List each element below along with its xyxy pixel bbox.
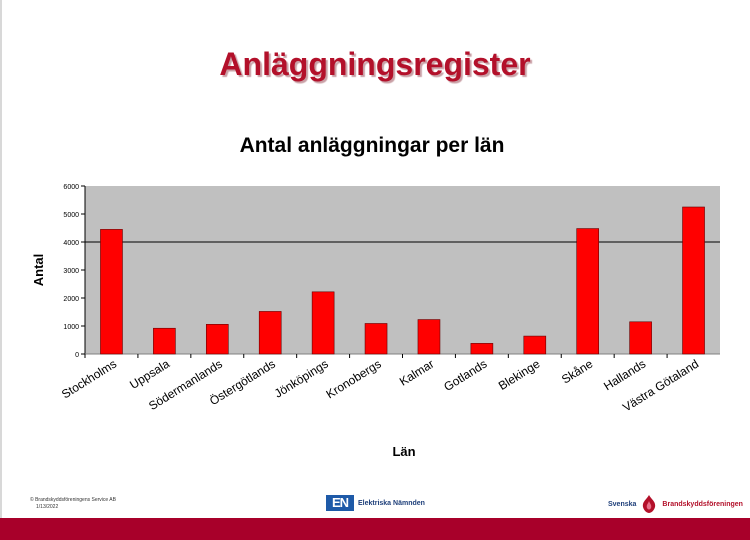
- y-tick-label: 4000: [63, 240, 79, 247]
- bar: [205, 324, 229, 355]
- flame-icon: [643, 495, 656, 513]
- x-axis-label: Län: [392, 444, 415, 459]
- bar: [682, 206, 705, 355]
- plot-area: [85, 186, 720, 354]
- bar: [470, 343, 494, 355]
- brandskyddsforeningen-logo: Svenska Brandskyddsföreningen: [608, 494, 743, 514]
- y-tick-label: 5000: [63, 212, 79, 219]
- bar: [258, 311, 282, 355]
- en-logo-icon: EN: [326, 495, 354, 511]
- footer-date: 1/13/2022: [36, 504, 59, 510]
- y-tick-label: 0: [75, 352, 79, 359]
- bar: [153, 327, 176, 355]
- copyright-text: © Brandskyddsföreningens Service AB: [30, 497, 116, 503]
- bar: [100, 229, 123, 355]
- chart-title: Antal anläggningar per län: [240, 134, 505, 157]
- bar: [364, 323, 388, 355]
- elektriska-namnden-logo: EN Elektriska Nämnden: [326, 495, 425, 511]
- y-tick-label: 6000: [63, 184, 79, 191]
- sbf-logo-text-right: Brandskyddsföreningen: [662, 500, 743, 508]
- bar: [576, 228, 600, 355]
- slide-title: Anläggningsregister: [219, 46, 531, 82]
- x-tick-label: Kronobergs: [324, 357, 384, 402]
- y-tick-label: 3000: [63, 268, 79, 275]
- y-tick-label: 1000: [63, 324, 79, 331]
- x-tick-label: Stockholms: [59, 357, 119, 402]
- bar: [523, 335, 547, 355]
- sbf-logo-text-left: Svenska: [608, 500, 637, 508]
- footer-copyright: © Brandskyddsföreningens Service AB 1/13…: [30, 497, 116, 511]
- bar: [311, 291, 335, 355]
- en-logo-text: Elektriska Nämnden: [358, 499, 425, 507]
- x-tick-label: Gotlands: [441, 357, 489, 394]
- bar-chart: Antal anläggningar per län 0 1000 2000 3000…: [31, 134, 720, 459]
- bar: [417, 319, 441, 355]
- x-tick-label: Hallands: [601, 357, 648, 394]
- bar: [629, 321, 652, 355]
- x-tick-label: Jönköpings: [272, 357, 331, 401]
- y-axis-label: Antal: [31, 254, 46, 287]
- slide-border: [0, 0, 2, 518]
- x-tick-label: Skåne: [559, 357, 596, 387]
- x-tick-label: Kalmar: [397, 357, 437, 389]
- x-tick-label: Blekinge: [496, 356, 543, 392]
- bottom-accent-bar: [0, 518, 750, 540]
- y-tick-label: 2000: [63, 296, 79, 303]
- x-tick-label: Uppsala: [127, 357, 172, 392]
